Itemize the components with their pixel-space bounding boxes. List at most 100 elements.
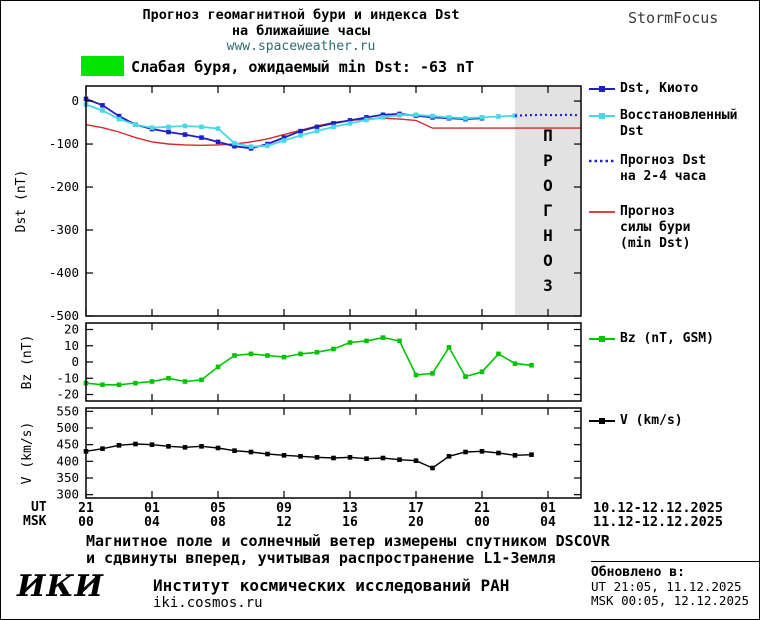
ut-tick-label: 05	[210, 501, 226, 516]
data-point	[100, 108, 105, 113]
legend-label: Dst, Киото	[620, 81, 699, 96]
ut-tick-label: 01	[144, 501, 160, 516]
forecast-region-letter: Г	[543, 201, 553, 220]
bz-series-0	[85, 336, 532, 386]
ut-tick-label: 01	[540, 501, 556, 516]
data-point	[149, 379, 155, 384]
legend-label: Восстановленный	[620, 108, 738, 123]
data-point	[215, 126, 221, 131]
legend-label: Bz (nT, GSM)	[620, 331, 714, 346]
data-point	[166, 444, 171, 449]
ut-tick-label: 09	[276, 501, 292, 516]
data-point	[529, 452, 534, 457]
data-point	[446, 454, 452, 459]
data-point	[100, 382, 105, 388]
y-tick-label: 350	[56, 470, 79, 485]
y-tick-label: 550	[56, 403, 79, 418]
y-tick-label: 300	[56, 487, 79, 502]
data-point	[397, 338, 402, 344]
ut-tick-label: 17	[408, 501, 424, 516]
data-point	[446, 115, 452, 120]
data-point	[430, 371, 435, 376]
data-point	[116, 113, 122, 119]
data-point	[248, 144, 254, 149]
data-point	[281, 135, 287, 140]
data-point	[479, 449, 485, 454]
bz-plot-box	[85, 322, 582, 402]
page-subtitle: на ближайшие часы	[231, 23, 371, 39]
msk-tick-label: 12	[276, 515, 292, 530]
y-tick-label: -400	[49, 265, 79, 280]
data-point	[215, 445, 221, 451]
msk-tick-label: 00	[474, 515, 490, 530]
x-axis-msk-label: MSK	[23, 514, 47, 529]
data-point	[232, 353, 237, 358]
data-point	[149, 442, 155, 447]
page-title: Прогноз геомагнитной бури и индекса Dst	[142, 7, 460, 23]
legend-label: на 2-4 часа	[620, 169, 707, 184]
data-point	[166, 129, 171, 135]
data-point	[331, 124, 336, 130]
dst-kyoto-marker-icon	[589, 86, 615, 92]
data-point	[496, 351, 501, 357]
data-point	[347, 455, 353, 460]
data-point	[116, 116, 122, 122]
dst-plot-box	[85, 85, 582, 317]
data-point	[298, 454, 303, 459]
data-point	[133, 122, 138, 127]
data-point	[215, 139, 221, 145]
updated-label: Обновлено в:	[591, 565, 685, 580]
data-point	[347, 118, 353, 123]
updated-msk: MSK 00:05, 12.12.2025	[591, 593, 750, 608]
data-point	[232, 143, 237, 149]
y-tick-label: 0	[71, 354, 79, 369]
data-point	[479, 115, 485, 120]
data-point	[529, 362, 534, 368]
legend-label: силы бури	[620, 220, 691, 235]
data-point	[199, 135, 204, 140]
data-point	[331, 346, 336, 352]
legend-item-dst-forecast: Прогноз Dst на 2-4 часа	[589, 153, 706, 185]
updated-block: Обновлено в: UT 21:05, 11.12.2025 MSK 00…	[591, 561, 759, 608]
data-point	[248, 449, 254, 455]
data-point	[364, 115, 369, 120]
data-point	[314, 128, 320, 134]
updated-ut: UT 21:05, 11.12.2025	[591, 579, 742, 594]
forecast-region-letter: П	[543, 126, 553, 145]
website-link[interactable]: www.spaceweather.ru	[226, 39, 376, 54]
data-point	[314, 349, 320, 355]
data-point	[182, 123, 188, 129]
msk-tick-label: 04	[540, 515, 556, 530]
legend-item-v: V (km/s)	[589, 413, 683, 429]
data-point	[463, 374, 468, 379]
ut-tick-label: 21	[78, 501, 94, 516]
data-point	[199, 377, 204, 383]
institute-site-link[interactable]: iki.cosmos.ru	[153, 595, 263, 611]
data-point	[116, 443, 122, 448]
date-range-msk: 11.12-12.12.2025	[593, 514, 724, 530]
footer-note-line1: Магнитное поле и солнечный ветер измерен…	[86, 532, 610, 550]
legend-label: V (km/s)	[620, 413, 683, 428]
data-point	[182, 132, 188, 137]
data-point	[100, 103, 105, 108]
date-range-ut: 10.12-12.12.2025	[593, 500, 724, 516]
y-tick-label: 400	[56, 453, 79, 468]
dst-forecast-marker-icon	[589, 159, 615, 163]
bz-marker-icon	[589, 336, 615, 342]
v-y-axis-title: V (km/s)	[20, 422, 35, 485]
data-point	[182, 379, 188, 384]
data-point	[364, 456, 369, 461]
dst-y-axis-title: Dst (nT)	[14, 170, 29, 233]
forecast-region-letter: З	[543, 276, 553, 295]
data-point	[248, 351, 254, 357]
data-point	[298, 351, 303, 357]
data-point	[182, 445, 188, 450]
data-point	[298, 133, 303, 138]
data-point	[430, 465, 435, 471]
data-point	[496, 114, 501, 119]
ut-tick-label: 21	[474, 501, 490, 516]
data-point	[314, 455, 320, 460]
data-point	[364, 117, 369, 123]
